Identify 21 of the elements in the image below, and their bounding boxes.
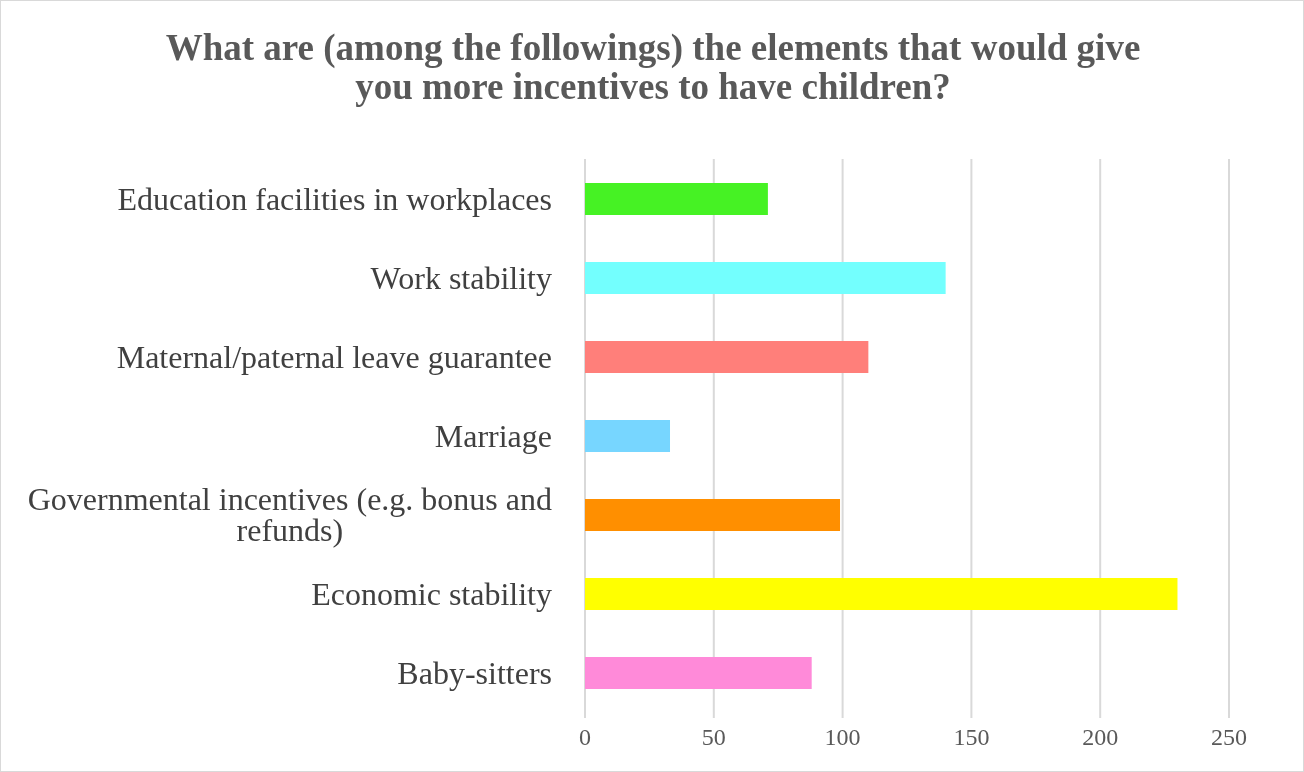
bar xyxy=(585,499,841,531)
y-tick-label: Baby-sitters xyxy=(397,654,552,691)
bar xyxy=(585,578,1178,610)
y-tick-label: Marriage xyxy=(434,417,552,454)
x-tick-label: 150 xyxy=(953,724,990,751)
bar xyxy=(585,183,768,215)
bar xyxy=(585,262,946,294)
bar xyxy=(585,420,671,452)
bar xyxy=(585,341,869,373)
x-tick-label: 100 xyxy=(824,724,861,751)
y-tick-label: Education facilities in workplaces xyxy=(117,180,552,217)
x-tick-label: 200 xyxy=(1082,724,1119,751)
x-tick-label: 0 xyxy=(579,724,591,751)
chart-title: What are (among the followings) the elements that would give you more incentives to have children? xyxy=(164,27,1142,107)
y-tick-label: Economic stability xyxy=(311,575,552,612)
y-tick-label: Governmental incentives (e.g. bonus and refunds) xyxy=(27,481,552,549)
x-tick-label: 250 xyxy=(1211,724,1247,751)
x-tick-label: 50 xyxy=(701,724,726,751)
y-tick-label: Maternal/paternal leave guarantee xyxy=(116,338,552,375)
y-tick-label: Work stability xyxy=(370,259,552,296)
bar xyxy=(585,657,812,689)
